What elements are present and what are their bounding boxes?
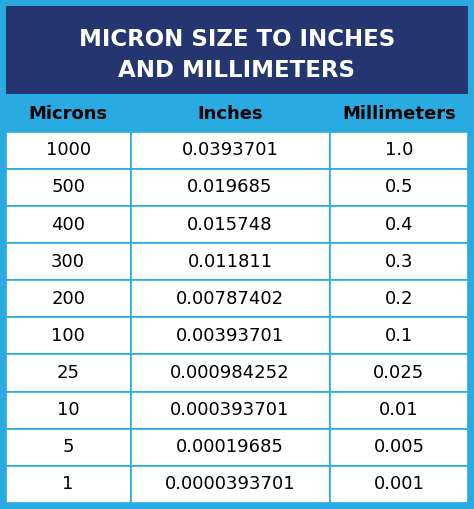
- Bar: [6, 318, 131, 354]
- Text: 400: 400: [51, 216, 85, 234]
- Text: 1.0: 1.0: [385, 142, 413, 159]
- Text: 0.00019685: 0.00019685: [176, 438, 284, 456]
- Text: 0.2: 0.2: [385, 290, 413, 308]
- Bar: [6, 169, 131, 206]
- Text: 1: 1: [63, 475, 74, 493]
- Bar: [329, 132, 468, 169]
- Bar: [131, 391, 329, 429]
- Text: 0.001: 0.001: [374, 475, 424, 493]
- Text: Inches: Inches: [197, 104, 263, 123]
- Bar: [329, 95, 468, 132]
- Text: 0.005: 0.005: [374, 438, 424, 456]
- Bar: [6, 280, 131, 318]
- Bar: [329, 243, 468, 280]
- Bar: [329, 391, 468, 429]
- Text: 0.000393701: 0.000393701: [170, 401, 290, 419]
- Text: 0.01: 0.01: [379, 401, 419, 419]
- Text: 0.0393701: 0.0393701: [182, 142, 279, 159]
- Bar: [6, 95, 131, 132]
- Bar: [131, 466, 329, 503]
- Text: 0.00393701: 0.00393701: [176, 327, 284, 345]
- Text: 300: 300: [51, 252, 85, 271]
- Bar: [6, 6, 468, 95]
- Bar: [131, 280, 329, 318]
- Text: 0.025: 0.025: [374, 364, 425, 382]
- Bar: [131, 132, 329, 169]
- Bar: [329, 280, 468, 318]
- Text: Millimeters: Millimeters: [342, 104, 456, 123]
- Bar: [6, 466, 131, 503]
- Text: 100: 100: [51, 327, 85, 345]
- Text: 0.3: 0.3: [385, 252, 413, 271]
- Text: 0.0000393701: 0.0000393701: [165, 475, 295, 493]
- Bar: [6, 391, 131, 429]
- Bar: [131, 206, 329, 243]
- Bar: [131, 318, 329, 354]
- Bar: [6, 206, 131, 243]
- Bar: [329, 466, 468, 503]
- Text: 0.4: 0.4: [385, 216, 413, 234]
- Text: AND MILLIMETERS: AND MILLIMETERS: [118, 59, 356, 82]
- Bar: [329, 354, 468, 391]
- Text: 0.000984252: 0.000984252: [170, 364, 290, 382]
- Text: 5: 5: [63, 438, 74, 456]
- Text: 500: 500: [51, 179, 85, 196]
- Text: 1000: 1000: [46, 142, 91, 159]
- Text: Microns: Microns: [28, 104, 108, 123]
- Bar: [329, 429, 468, 466]
- Bar: [329, 169, 468, 206]
- Bar: [131, 354, 329, 391]
- Bar: [131, 243, 329, 280]
- Bar: [329, 206, 468, 243]
- Text: 10: 10: [57, 401, 80, 419]
- Text: 25: 25: [56, 364, 80, 382]
- Text: 0.015748: 0.015748: [187, 216, 273, 234]
- Bar: [131, 95, 329, 132]
- Text: 0.5: 0.5: [385, 179, 413, 196]
- Text: 0.00787402: 0.00787402: [176, 290, 284, 308]
- Bar: [6, 132, 131, 169]
- Bar: [329, 318, 468, 354]
- Bar: [6, 243, 131, 280]
- Text: 0.019685: 0.019685: [187, 179, 273, 196]
- Text: 0.1: 0.1: [385, 327, 413, 345]
- Bar: [6, 354, 131, 391]
- Bar: [6, 429, 131, 466]
- Text: 0.011811: 0.011811: [188, 252, 273, 271]
- Text: MICRON SIZE TO INCHES: MICRON SIZE TO INCHES: [79, 29, 395, 51]
- Text: 200: 200: [51, 290, 85, 308]
- Bar: [131, 169, 329, 206]
- Bar: [131, 429, 329, 466]
